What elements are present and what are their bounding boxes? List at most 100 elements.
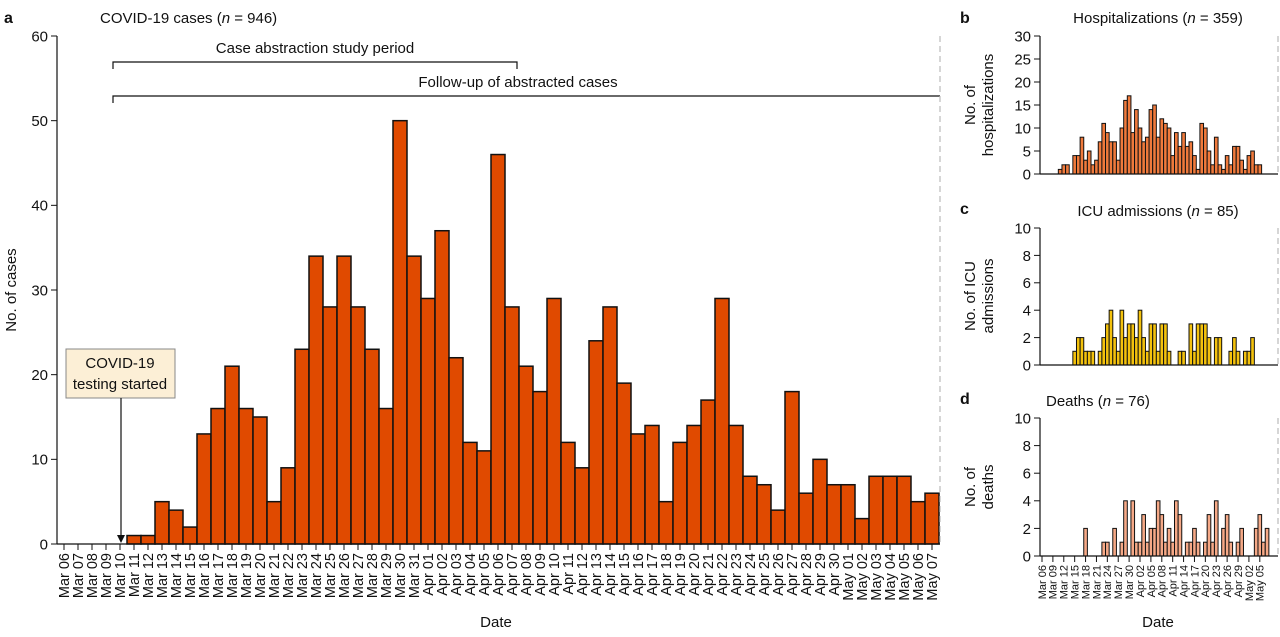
panel-a-x-tick-label: Apr 09 <box>533 553 549 596</box>
panel-d-bar <box>1224 514 1230 557</box>
panel-d-bar <box>1235 541 1241 557</box>
panel-a-x-tick-label: Apr 13 <box>589 553 605 596</box>
panel-c-bar <box>1086 350 1092 366</box>
panel-c-bar <box>1177 350 1183 366</box>
panel-d-bar <box>1163 541 1168 557</box>
panel-b-bar <box>1239 159 1244 175</box>
panel-d-bar <box>1130 500 1136 557</box>
panel-a-bar <box>196 433 212 545</box>
panel-d-x-tick-label: Mar 12 <box>1059 565 1071 599</box>
panel-b-y-label-2: hospitalizations <box>980 54 997 157</box>
panel-d-bar <box>1112 527 1117 557</box>
panel-a-bar <box>336 255 352 545</box>
panel-a-x-tick-label: Apr 20 <box>687 553 703 596</box>
panel-a-x-tick-label: Apr 23 <box>729 553 745 596</box>
study-period-bracket <box>112 61 518 69</box>
panel-d-bar <box>1144 541 1150 557</box>
panel-b-title-suffix: = 359) <box>1196 10 1243 27</box>
testing-started-line2: testing started <box>73 376 167 393</box>
panel-b-bar <box>1188 141 1194 175</box>
panel-b-bar <box>1195 168 1201 175</box>
panel-a-y-tick-label: 30 <box>31 282 48 299</box>
panel-b-bar <box>1144 136 1150 175</box>
testing-started-line1: COVID-19 <box>85 355 154 372</box>
panel-b-bar <box>1115 159 1121 175</box>
panel-a-bar <box>924 492 940 545</box>
panel-a-bar <box>168 509 184 545</box>
panel-c-bar <box>1090 350 1096 366</box>
panel-d-title-prefix: Deaths ( <box>1046 393 1103 410</box>
panel-a-bar <box>448 356 464 545</box>
panel-c-bar <box>1105 323 1110 366</box>
panel-a-bar <box>588 340 604 545</box>
panel-b-bar <box>1177 145 1183 175</box>
panel-a-bar <box>574 467 590 545</box>
panel-a-bar <box>756 483 772 545</box>
panel-d-bar <box>1170 541 1175 557</box>
panel-d-bar <box>1148 527 1154 557</box>
panel-c-y-tick-label: 2 <box>1023 330 1031 347</box>
panel-d-y-tick-label: 8 <box>1023 438 1031 455</box>
panel-a-x-tick-label: Mar 09 <box>99 553 115 598</box>
panel-a-x-tick-label: May 04 <box>883 553 899 601</box>
panel-d-x-tick-label: Mar 27 <box>1113 565 1125 599</box>
panel-c-bar <box>1148 323 1154 366</box>
panel-d-bar <box>1141 514 1146 557</box>
panel-a-y-tick-label: 10 <box>31 452 48 469</box>
panel-a-bar <box>630 433 646 545</box>
panel-b-bar <box>1072 155 1077 175</box>
panel-c-bar <box>1228 350 1234 366</box>
panel-d-x-tick-label: Apr 05 <box>1146 565 1158 597</box>
panel-b-bar <box>1101 122 1107 175</box>
panel-b-bar <box>1163 122 1168 175</box>
panel-label-c: c <box>960 201 969 218</box>
panel-a-x-tick-label: Apr 25 <box>757 553 773 596</box>
panel-a-bar <box>658 500 674 545</box>
panel-a-y-tick-label: 40 <box>31 198 48 215</box>
panel-d-bar <box>1188 541 1194 557</box>
panel-a-bar <box>854 517 870 545</box>
panel-d-bar <box>1159 514 1165 557</box>
panel-b-bar <box>1228 164 1234 175</box>
panel-a-x-tick-label: May 01 <box>841 553 857 601</box>
panel-b-bar <box>1094 159 1099 175</box>
panel-b-bar <box>1217 164 1223 175</box>
panel-d-bar <box>1195 541 1201 557</box>
panel-b-bar <box>1126 95 1132 175</box>
follow-up-bracket <box>112 95 940 103</box>
panel-a-bar <box>910 500 926 545</box>
panel-a-x-tick-label: May 05 <box>897 553 913 601</box>
panel-b-bar <box>1112 141 1117 175</box>
panel-a-bar <box>224 365 240 545</box>
panel-a-x-tick-label: Apr 22 <box>715 553 731 596</box>
panel-a-bar <box>252 416 268 545</box>
panel-d-x-tick-label: Apr 02 <box>1135 565 1147 597</box>
panel-d-title-n: n <box>1103 393 1111 410</box>
panel-c-bar <box>1199 323 1205 366</box>
panel-a-x-tick-label: Apr 24 <box>743 553 759 596</box>
panel-d-x-tick-label: Apr 17 <box>1189 565 1201 597</box>
panel-b-bar <box>1224 155 1230 175</box>
panel-b-y-label-1: No. of <box>962 84 979 125</box>
testing-started-arrowhead-icon <box>117 535 125 543</box>
panel-a-bar <box>686 424 702 545</box>
panel-d-x-tick-label: Mar 30 <box>1124 565 1136 599</box>
panel-a-bar <box>728 424 744 545</box>
panel-b-bar <box>1152 104 1157 175</box>
panel-b-bar <box>1065 164 1070 175</box>
panel-b-bar <box>1221 168 1226 175</box>
panel-a-x-tick-label: Apr 30 <box>827 553 843 596</box>
panel-c-bar <box>1213 337 1219 366</box>
panel-a-bar <box>532 390 548 545</box>
panel-d-title-suffix: = 76) <box>1111 393 1150 410</box>
panel-a-x-tick-label: Mar 11 <box>127 553 143 597</box>
panel-d-bar <box>1228 541 1234 557</box>
panel-a-bar <box>434 229 450 545</box>
panel-d-bar <box>1239 527 1244 557</box>
panel-a-x-tick-label: Mar 25 <box>323 553 339 598</box>
panel-a-bar <box>616 382 632 545</box>
panel-c-bar <box>1115 350 1121 366</box>
panel-c-bar <box>1166 350 1172 366</box>
panel-label-b: b <box>960 10 970 27</box>
panel-d-bar <box>1253 527 1259 557</box>
